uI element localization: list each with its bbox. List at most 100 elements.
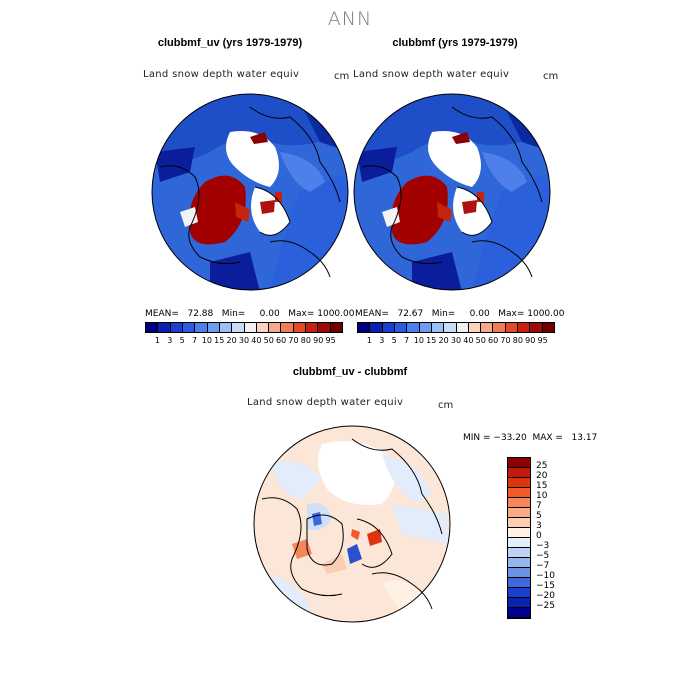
colorbar-swatch bbox=[508, 608, 530, 618]
colorbar-swatch bbox=[508, 518, 530, 528]
colorbar-swatch bbox=[431, 323, 445, 332]
colorbar-tick-label: −5 bbox=[536, 551, 550, 561]
colorbar-tick-label: 25 bbox=[536, 461, 548, 471]
colorbar-tick-label: 95 bbox=[537, 336, 548, 345]
colorbar-swatch bbox=[158, 323, 171, 332]
panel-2-colorbar-labels: 1 3 5 7 10 15 20 30 40 50 60 70 80 90 95 bbox=[357, 336, 555, 348]
colorbar-tick-label: 0 bbox=[536, 531, 542, 541]
colorbar-swatch bbox=[195, 323, 208, 332]
colorbar-tick-label: 7 bbox=[191, 336, 198, 345]
colorbar-swatch bbox=[508, 458, 530, 468]
colorbar-tick-label: 15 bbox=[214, 336, 225, 345]
colorbar-swatch bbox=[456, 323, 469, 332]
colorbar-swatch bbox=[407, 323, 420, 332]
colorbar-swatch bbox=[468, 323, 482, 332]
colorbar-swatch bbox=[530, 323, 543, 332]
colorbar-swatch bbox=[419, 323, 432, 332]
colorbar-tick-label: 90 bbox=[525, 336, 536, 345]
colorbar-swatch bbox=[493, 323, 506, 332]
figure-title: ANN bbox=[327, 8, 373, 30]
panel-1-variable-label: Land snow depth water equiv bbox=[143, 69, 300, 80]
colorbar-swatch bbox=[269, 323, 282, 332]
panel-1-polar-map bbox=[151, 93, 349, 291]
colorbar-swatch bbox=[244, 323, 257, 332]
diff-minmax: MIN = −33.20 MAX = 13.17 bbox=[463, 433, 598, 443]
colorbar-swatch bbox=[207, 323, 220, 332]
colorbar-tick-label: 5 bbox=[179, 336, 185, 345]
colorbar-tick-label: 15 bbox=[426, 336, 437, 345]
colorbar-tick-label: −3 bbox=[536, 541, 550, 551]
diff-panel-title: clubbmf_uv - clubbmf bbox=[292, 366, 408, 378]
colorbar-swatch bbox=[508, 578, 530, 588]
colorbar-tick-label: 10 bbox=[413, 336, 424, 345]
colorbar-swatch bbox=[444, 323, 457, 332]
panel-2-title: clubbmf (yrs 1979-1979) bbox=[392, 37, 518, 49]
colorbar-swatch bbox=[508, 508, 530, 518]
diff-colorbar-labels: 25 20 15 10 7 5 3 0 −3 −5 −7 −10 −15 −20 −25 bbox=[536, 457, 576, 622]
colorbar-tick-label: 20 bbox=[536, 471, 548, 481]
colorbar-tick-label: 5 bbox=[391, 336, 397, 345]
panel-2-colorbar bbox=[357, 322, 555, 333]
colorbar-tick-label: 30 bbox=[450, 336, 462, 345]
diff-colorbar bbox=[507, 457, 531, 619]
colorbar-tick-label: 5 bbox=[536, 511, 542, 521]
colorbar-swatch bbox=[358, 323, 371, 332]
colorbar-swatch bbox=[170, 323, 183, 332]
colorbar-tick-label: 1 bbox=[154, 336, 160, 345]
panel-2-variable-label: Land snow depth water equiv bbox=[353, 69, 510, 80]
colorbar-tick-label: 90 bbox=[313, 336, 324, 345]
colorbar-tick-label: 80 bbox=[512, 336, 523, 345]
colorbar-swatch bbox=[508, 588, 530, 598]
diff-variable-label: Land snow depth water equiv bbox=[247, 397, 404, 408]
colorbar-swatch bbox=[508, 498, 530, 508]
colorbar-tick-label: 7 bbox=[536, 501, 542, 511]
colorbar-swatch bbox=[370, 323, 383, 332]
colorbar-swatch bbox=[330, 323, 342, 332]
panel-1-unit-label: cm bbox=[334, 71, 350, 82]
colorbar-tick-label: −20 bbox=[536, 591, 555, 601]
colorbar-swatch bbox=[256, 323, 270, 332]
colorbar-tick-label: 1 bbox=[366, 336, 372, 345]
colorbar-tick-label: 50 bbox=[263, 336, 274, 345]
colorbar-tick-label: −10 bbox=[536, 571, 555, 581]
colorbar-tick-label: 20 bbox=[226, 336, 237, 345]
colorbar-swatch bbox=[508, 478, 530, 488]
colorbar-swatch bbox=[508, 488, 530, 498]
colorbar-swatch bbox=[232, 323, 245, 332]
colorbar-tick-label: −15 bbox=[536, 581, 555, 591]
colorbar-swatch bbox=[508, 538, 530, 548]
colorbar-tick-label: −7 bbox=[536, 561, 550, 571]
colorbar-tick-label: 60 bbox=[488, 336, 499, 345]
colorbar-tick-label: 3 bbox=[167, 336, 173, 345]
colorbar-tick-label: 70 bbox=[500, 336, 511, 345]
colorbar-tick-label: 30 bbox=[238, 336, 250, 345]
colorbar-swatch bbox=[382, 323, 395, 332]
colorbar-swatch bbox=[508, 548, 530, 558]
colorbar-swatch bbox=[306, 323, 319, 332]
colorbar-swatch bbox=[182, 323, 196, 332]
colorbar-tick-label: −25 bbox=[536, 601, 555, 611]
colorbar-tick-label: 7 bbox=[403, 336, 410, 345]
colorbar-swatch bbox=[542, 323, 554, 332]
panel-2-unit-label: cm bbox=[543, 71, 559, 82]
colorbar-tick-label: 40 bbox=[251, 336, 262, 345]
colorbar-swatch bbox=[508, 558, 530, 568]
diff-unit-label: cm bbox=[438, 400, 454, 411]
colorbar-tick-label: 40 bbox=[463, 336, 474, 345]
colorbar-swatch bbox=[318, 323, 331, 332]
colorbar-swatch bbox=[394, 323, 408, 332]
colorbar-tick-label: 10 bbox=[201, 336, 212, 345]
colorbar-tick-label: 70 bbox=[288, 336, 299, 345]
colorbar-tick-label: 20 bbox=[438, 336, 449, 345]
colorbar-tick-label: 15 bbox=[536, 481, 548, 491]
panel-1-title: clubbmf_uv (yrs 1979-1979) bbox=[157, 37, 303, 49]
panel-1-colorbar bbox=[145, 322, 343, 333]
colorbar-tick-label: 95 bbox=[325, 336, 336, 345]
colorbar-swatch bbox=[508, 468, 530, 478]
colorbar-swatch bbox=[518, 323, 531, 332]
diff-polar-map bbox=[253, 425, 451, 623]
panel-1-colorbar-labels: 1 3 5 7 10 15 20 30 40 50 60 70 80 90 95 bbox=[145, 336, 343, 348]
panel-1-stats: MEAN= 72.88 Min= 0.00 Max= 1000.00 bbox=[145, 309, 355, 319]
colorbar-tick-label: 50 bbox=[475, 336, 486, 345]
colorbar-swatch bbox=[508, 568, 530, 578]
